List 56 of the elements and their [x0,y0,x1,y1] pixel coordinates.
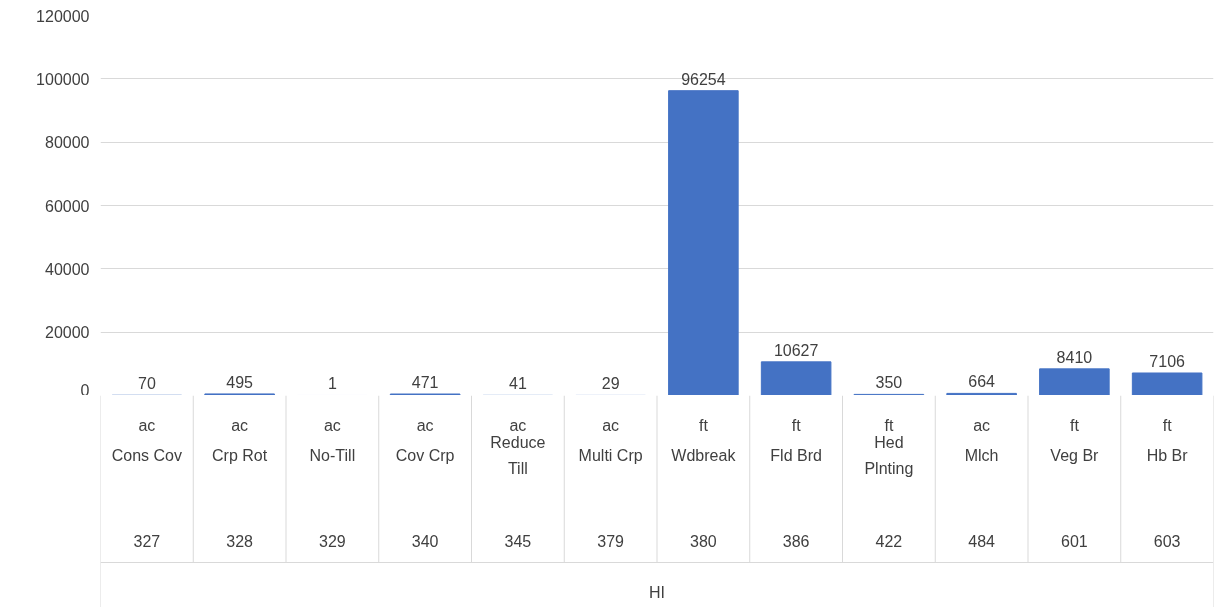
y-tick-label: 20000 [45,324,90,342]
text: ft [791,417,802,434]
text: ac [323,417,341,434]
x-tick-label: Hb Br [1146,447,1189,464]
x-tick-label: Reduce Till [490,434,546,477]
y-tick-label: 60000 [45,197,90,215]
text: 340 [411,532,439,550]
y-tick-label: 80000 [45,134,90,152]
data-label: 70 [137,375,156,393]
data-label: 10627 [773,341,819,359]
text: 601 [1061,532,1088,550]
y-tick-label: 120000 [36,7,90,25]
data-label: 495 [226,373,254,391]
text: ac [138,417,156,434]
text: 603 [1153,532,1181,550]
text: ft [698,417,709,434]
text: 327 [133,532,161,550]
x-tick-label: Fld Brd [770,447,822,464]
text: ac [231,417,249,434]
x-tick-label: Multi Crp [578,447,643,464]
text: ac [509,417,527,434]
data-label: 664 [968,373,996,391]
text: HI [649,584,665,601]
text: ac [602,417,620,434]
x-tick-label: Crp Rot [212,447,268,464]
y-tick-label: 0 [80,381,90,399]
data-label: 96254 [681,70,726,88]
text: ft [884,417,894,434]
data-label: 8410 [1056,348,1093,366]
text: 379 [597,532,625,550]
x-tick-label: Wdbreak [671,447,737,464]
data-label: 1 [327,375,337,393]
text: ac [416,417,434,434]
data-label: 350 [875,374,903,392]
text: 484 [968,532,996,550]
text: 329 [319,532,346,550]
text: 328 [226,532,254,550]
x-tick-label: Cons Cov [111,447,182,464]
x-tick-label: Cov Crp [395,447,455,464]
text: ft [1162,417,1173,434]
data-label: 29 [601,375,620,393]
text: ac [973,417,991,434]
text: 386 [782,532,810,550]
data-label: 41 [508,375,527,393]
x-tick-label: Veg Br [1050,447,1100,464]
text: 345 [504,532,532,550]
y-tick-label: 100000 [36,70,90,88]
x-tick-label: Hed Plnting [864,434,914,477]
x-tick-label: No-Till [309,447,356,464]
text: 380 [690,532,717,550]
y-tick-label: 40000 [45,260,90,278]
x-tick-label: Mlch [964,447,999,464]
data-label: 471 [411,374,439,392]
data-label: 7106 [1149,353,1186,370]
text: 422 [875,532,903,550]
text: ft [1069,417,1080,434]
